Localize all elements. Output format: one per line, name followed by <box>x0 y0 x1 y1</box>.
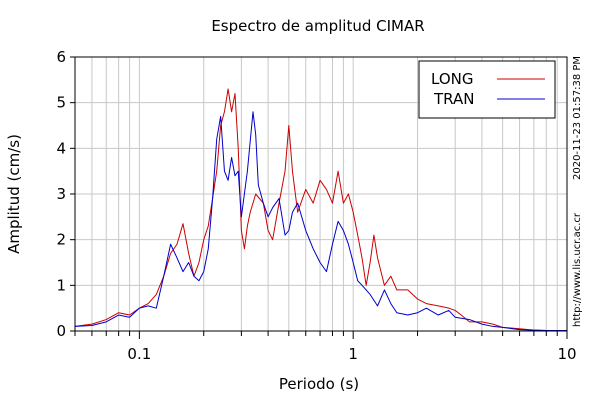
y-tick-label: 4 <box>56 139 66 157</box>
legend-box <box>418 60 556 119</box>
series-line-tran <box>74 111 567 332</box>
y-axis-ticks: 0 1 2 3 4 5 6 <box>56 48 75 340</box>
source-url-text: http://www.lis.ucr.ac.cr <box>572 212 583 327</box>
y-tick-label: 2 <box>56 231 66 249</box>
legend-label-tran: TRAN <box>433 90 474 108</box>
series-layer <box>74 88 567 332</box>
chart-title: Espectro de amplitud CIMAR <box>211 17 424 35</box>
grid-lines <box>74 56 567 332</box>
x-tick-label: 0.1 <box>127 345 151 363</box>
y-tick-label: 5 <box>56 94 66 112</box>
x-axis-ticks: 0.1 1 10 <box>74 331 577 363</box>
y-tick-label: 6 <box>56 48 66 66</box>
x-tick-label: 10 <box>557 345 576 363</box>
x-axis-label: Periodo (s) <box>279 375 359 393</box>
y-tick-label: 0 <box>56 322 66 340</box>
x-tick-label: 1 <box>348 345 358 363</box>
timestamp-text: 2020-11-23 01:57:38 PM <box>572 56 583 180</box>
series-line-long <box>74 88 567 332</box>
legend: LONG TRAN <box>418 60 556 119</box>
legend-label-long: LONG <box>431 70 473 88</box>
y-axis-label: Amplitud (cm/s) <box>5 134 23 254</box>
y-tick-label: 1 <box>56 276 66 294</box>
y-tick-label: 3 <box>56 185 66 203</box>
